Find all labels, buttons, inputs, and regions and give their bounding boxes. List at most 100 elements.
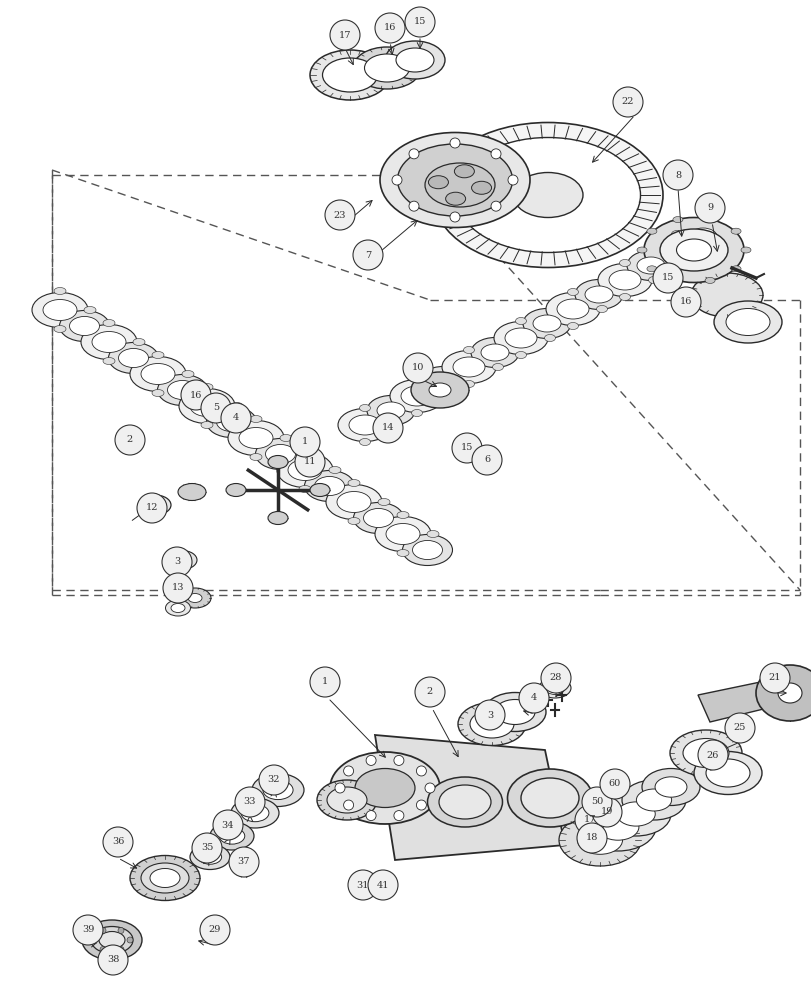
Ellipse shape: [325, 485, 381, 520]
Ellipse shape: [671, 264, 682, 271]
Text: 2: 2: [427, 688, 432, 696]
Text: 19: 19: [600, 808, 612, 816]
Ellipse shape: [82, 920, 142, 960]
Ellipse shape: [463, 347, 474, 354]
Circle shape: [416, 800, 426, 810]
Text: 6: 6: [483, 456, 490, 464]
Text: 15: 15: [461, 444, 473, 452]
Text: 39: 39: [82, 926, 94, 934]
Ellipse shape: [182, 370, 194, 377]
Ellipse shape: [725, 308, 769, 336]
Ellipse shape: [54, 288, 66, 294]
Ellipse shape: [228, 420, 284, 456]
Ellipse shape: [268, 456, 288, 468]
Circle shape: [491, 201, 500, 211]
Ellipse shape: [298, 486, 311, 492]
Ellipse shape: [693, 752, 761, 794]
Ellipse shape: [103, 320, 115, 326]
Ellipse shape: [441, 351, 496, 383]
Ellipse shape: [81, 324, 137, 360]
Ellipse shape: [636, 247, 646, 253]
Text: 4: 4: [530, 694, 536, 702]
Ellipse shape: [388, 422, 399, 428]
Ellipse shape: [493, 322, 547, 355]
Ellipse shape: [397, 550, 409, 556]
Circle shape: [335, 783, 345, 793]
Ellipse shape: [141, 363, 175, 384]
Circle shape: [191, 833, 221, 863]
Ellipse shape: [621, 780, 685, 820]
Ellipse shape: [359, 404, 370, 412]
Circle shape: [329, 20, 359, 50]
Ellipse shape: [539, 678, 570, 698]
Ellipse shape: [480, 344, 508, 361]
Circle shape: [137, 493, 167, 523]
Ellipse shape: [316, 780, 376, 820]
Text: 3: 3: [487, 710, 492, 720]
Ellipse shape: [277, 452, 333, 488]
Text: 16: 16: [679, 298, 691, 306]
Ellipse shape: [263, 780, 293, 800]
Text: 38: 38: [107, 956, 119, 964]
Circle shape: [259, 765, 289, 795]
Circle shape: [162, 547, 191, 577]
Ellipse shape: [167, 550, 197, 570]
Ellipse shape: [558, 814, 640, 866]
Circle shape: [366, 811, 375, 821]
Ellipse shape: [740, 247, 750, 253]
Ellipse shape: [730, 266, 740, 272]
Ellipse shape: [380, 132, 530, 228]
Ellipse shape: [376, 402, 405, 419]
Circle shape: [409, 201, 418, 211]
Text: 15: 15: [661, 273, 673, 282]
Ellipse shape: [157, 374, 208, 406]
Circle shape: [652, 263, 682, 293]
Text: 16: 16: [384, 23, 396, 32]
Ellipse shape: [363, 508, 393, 528]
Circle shape: [290, 427, 320, 457]
Ellipse shape: [167, 380, 197, 399]
Ellipse shape: [755, 665, 811, 721]
Ellipse shape: [471, 181, 491, 194]
Circle shape: [402, 353, 432, 383]
Ellipse shape: [455, 137, 640, 252]
Ellipse shape: [579, 803, 655, 851]
Ellipse shape: [457, 702, 526, 746]
Text: 25: 25: [733, 724, 745, 732]
Text: 11: 11: [303, 458, 315, 466]
Ellipse shape: [70, 316, 100, 336]
Ellipse shape: [410, 372, 469, 408]
Ellipse shape: [103, 358, 115, 364]
Text: 17: 17: [583, 816, 595, 824]
Text: 3: 3: [174, 558, 180, 566]
Ellipse shape: [495, 700, 534, 724]
Text: 23: 23: [333, 211, 345, 220]
Ellipse shape: [364, 54, 409, 82]
Ellipse shape: [201, 383, 212, 390]
Circle shape: [591, 797, 621, 827]
Ellipse shape: [690, 273, 762, 317]
Ellipse shape: [544, 682, 564, 694]
Ellipse shape: [268, 512, 288, 524]
Ellipse shape: [619, 259, 629, 266]
Text: 36: 36: [112, 838, 124, 846]
Ellipse shape: [427, 530, 439, 538]
Ellipse shape: [577, 826, 622, 854]
Ellipse shape: [700, 247, 710, 254]
Circle shape: [471, 445, 501, 475]
Ellipse shape: [130, 856, 200, 900]
Ellipse shape: [141, 863, 189, 893]
Circle shape: [234, 787, 264, 817]
Ellipse shape: [643, 218, 743, 282]
Ellipse shape: [349, 415, 380, 435]
Ellipse shape: [619, 294, 629, 300]
Circle shape: [229, 847, 259, 877]
Circle shape: [375, 13, 405, 43]
Ellipse shape: [424, 163, 495, 207]
Text: 26: 26: [706, 750, 719, 760]
Ellipse shape: [411, 410, 422, 416]
Circle shape: [200, 915, 230, 945]
Ellipse shape: [225, 484, 246, 496]
Circle shape: [100, 927, 106, 933]
Ellipse shape: [375, 516, 431, 552]
